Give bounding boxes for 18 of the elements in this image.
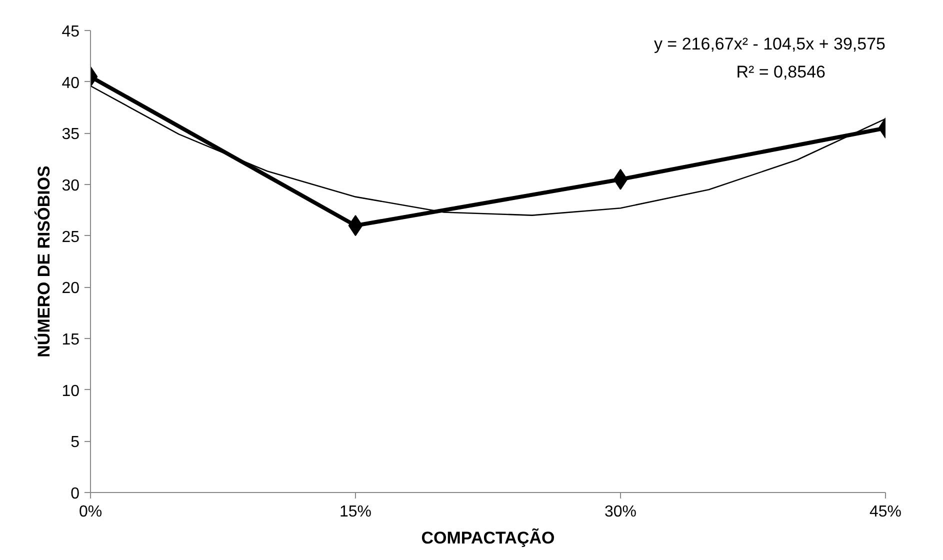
- y-tick-label: 35: [62, 126, 80, 144]
- y-tick-label: 30: [62, 178, 80, 194]
- y-tick-label: 0: [70, 486, 80, 502]
- y-tick-label: 5: [70, 434, 80, 452]
- y-tick-label: 45: [62, 24, 80, 40]
- x-axis-title: COMPACTAÇÃO: [421, 528, 555, 548]
- y-tick-label: 15: [62, 332, 80, 348]
- x-tick-label: 30%: [604, 504, 637, 520]
- y-axis-title: NÚMERO DE RISÓBIOS: [34, 166, 54, 358]
- y-tick-label: 20: [62, 280, 80, 298]
- x-tick-label: 45%: [869, 504, 902, 520]
- x-tick-label: 15%: [339, 504, 372, 520]
- y-tick-label: 40: [62, 74, 80, 92]
- annotation: y = 216,67x² - 104,5x + 39,575: [654, 34, 886, 54]
- x-tick-label: 0%: [78, 504, 102, 520]
- annotation: R² = 0,8546: [736, 62, 826, 82]
- y-tick-label: 25: [62, 228, 80, 246]
- y-tick-label: 10: [62, 382, 80, 400]
